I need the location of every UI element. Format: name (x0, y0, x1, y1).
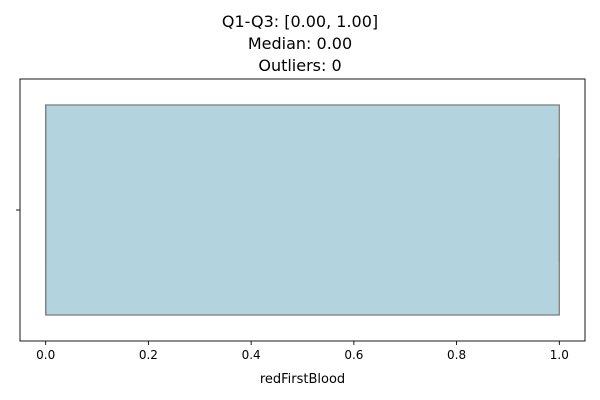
x-tick-label: 0.4 (242, 348, 261, 362)
chart-title-line-3: Outliers: 0 (258, 56, 342, 75)
x-tick-label: 0.2 (139, 348, 158, 362)
x-tick-label: 0.0 (36, 348, 55, 362)
x-axis-label: redFirstBlood (260, 372, 345, 387)
chart-title-line-2: Median: 0.00 (247, 34, 353, 53)
box-iqr (45, 104, 560, 316)
x-tick-label: 0.8 (447, 348, 466, 362)
x-tick-label: 1.0 (550, 348, 569, 362)
chart-title-line-1: Q1-Q3: [0.00, 1.00] (221, 12, 379, 31)
x-tick-label: 0.6 (344, 348, 363, 362)
